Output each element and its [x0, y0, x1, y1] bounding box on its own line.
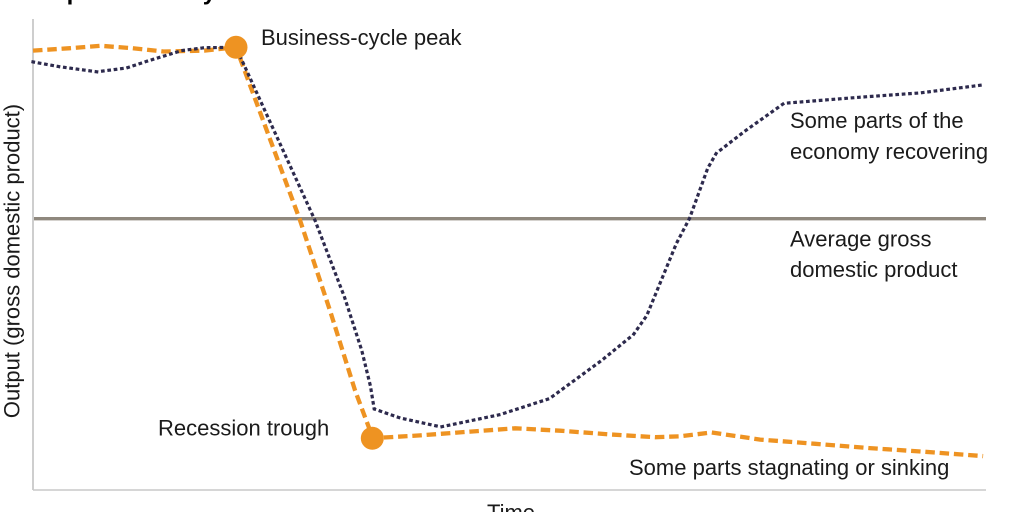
figure-title: K-shaped recovery: [0, 0, 217, 6]
y-axis-label: Output (gross domestic product): [0, 104, 25, 418]
trough-annotation: Recession trough: [158, 416, 329, 441]
recovering-annotation-line2: economy recovering: [790, 139, 988, 164]
stagnating-annotation: Some parts stagnating or sinking: [629, 455, 949, 480]
x-axis-label: Time: [487, 500, 535, 512]
average-annotation-line2: domestic product: [790, 257, 958, 282]
stagnating-series-line: [32, 43, 984, 459]
average-annotation-line1: Average gross: [790, 227, 931, 252]
business-cycle-peak-marker: [224, 35, 248, 59]
peak-annotation: Business-cycle peak: [261, 25, 463, 50]
recovering-series-line: [31, 45, 985, 429]
recovering-annotation-line1: Some parts of the: [790, 108, 964, 133]
recession-trough-marker: [360, 426, 384, 450]
